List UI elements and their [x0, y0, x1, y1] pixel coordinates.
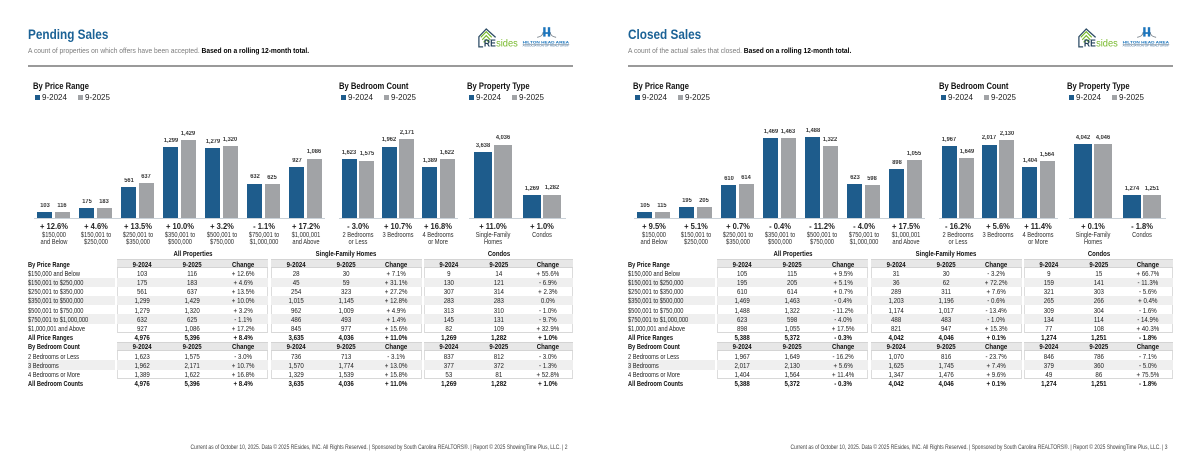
svg-text:RE: RE	[484, 38, 496, 50]
svg-text:HILTON HEAD AREA: HILTON HEAD AREA	[1123, 40, 1170, 44]
svg-text:sides: sides	[1096, 38, 1118, 50]
svg-text:RE: RE	[1084, 38, 1096, 50]
svg-text:HILTON HEAD AREA: HILTON HEAD AREA	[523, 40, 570, 44]
svg-text:ASSOCIATION OF REALTORS®: ASSOCIATION OF REALTORS®	[523, 45, 569, 48]
svg-text:ASSOCIATION OF REALTORS®: ASSOCIATION OF REALTORS®	[1123, 45, 1169, 48]
svg-text:sides: sides	[496, 38, 518, 50]
